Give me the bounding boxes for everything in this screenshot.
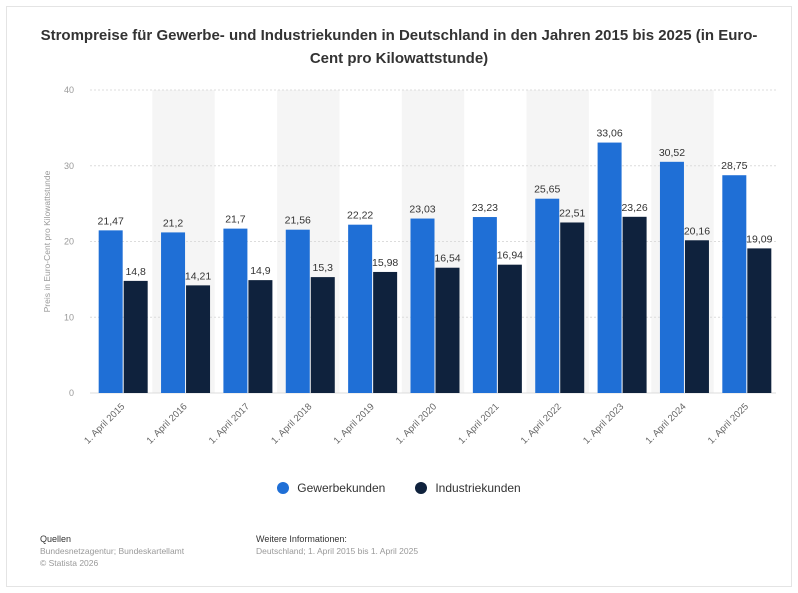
y-tick-label: 20 xyxy=(64,237,74,247)
x-tick-label: 1. April 2018 xyxy=(269,401,314,446)
bar-industriekunden xyxy=(684,240,709,393)
bar-gewerbekunden xyxy=(535,198,560,393)
data-label: 20,16 xyxy=(684,225,710,237)
data-label: 33,06 xyxy=(596,128,622,140)
data-label: 21,2 xyxy=(163,217,184,229)
bar-industriekunden xyxy=(747,248,772,393)
x-tick-label: 1. April 2015 xyxy=(82,401,127,446)
data-label: 22,22 xyxy=(347,210,373,222)
data-label: 16,94 xyxy=(497,250,523,262)
x-tick-label: 1. April 2020 xyxy=(394,401,439,446)
data-label: 23,23 xyxy=(472,202,498,214)
x-tick-label: 1. April 2022 xyxy=(519,401,564,446)
data-label: 15,98 xyxy=(372,257,398,269)
bar-gewerbekunden xyxy=(348,224,373,393)
legend-marker-industriekunden xyxy=(415,482,428,494)
data-label: 14,21 xyxy=(185,270,211,282)
legend-label-gewerbekunden: Gewerbekunden xyxy=(297,481,386,495)
sources-text: Bundesnetzagentur; Bundeskartellamt xyxy=(40,546,185,556)
x-tick-label: 1. April 2017 xyxy=(207,401,252,446)
x-tick-label: 1. April 2023 xyxy=(581,401,626,446)
data-label: 16,54 xyxy=(434,253,460,265)
bar-gewerbekunden xyxy=(722,175,747,393)
legend-item-gewerbekunden[interactable]: Gewerbekunden xyxy=(277,481,385,495)
bar-gewerbekunden xyxy=(597,142,622,393)
info-heading: Weitere Informationen: xyxy=(256,534,347,544)
bar-gewerbekunden xyxy=(98,230,123,393)
data-label: 30,52 xyxy=(659,147,685,159)
bar-gewerbekunden xyxy=(410,218,435,393)
y-axis-label: Preis in Euro-Cent pro Kilowattstunde xyxy=(42,170,52,312)
chart-title: Strompreise für Gewerbe- und Industrieku… xyxy=(40,27,758,67)
data-label: 25,65 xyxy=(534,184,560,196)
x-tick-label: 1. April 2016 xyxy=(145,401,190,446)
bar-industriekunden xyxy=(123,280,148,393)
data-label: 23,26 xyxy=(621,202,647,214)
copyright-text: © Statista 2026 xyxy=(40,558,99,568)
x-tick-label: 1. April 2021 xyxy=(456,401,501,446)
bar-industriekunden xyxy=(435,267,460,393)
data-label: 19,09 xyxy=(746,233,772,245)
legend-marker-gewerbekunden xyxy=(277,482,290,494)
bar-gewerbekunden xyxy=(659,161,684,393)
bar-gewerbekunden xyxy=(161,232,186,393)
y-tick-label: 10 xyxy=(64,312,74,322)
bar-industriekunden xyxy=(497,264,522,393)
data-label: 23,03 xyxy=(409,204,435,216)
y-tick-label: 30 xyxy=(64,161,74,171)
bar-industriekunden xyxy=(248,280,273,393)
data-label: 21,47 xyxy=(98,215,124,227)
legend-label-industriekunden: Industriekunden xyxy=(435,481,521,495)
bar-gewerbekunden xyxy=(472,217,497,393)
data-label: 22,51 xyxy=(559,207,585,219)
sources-block: Quellen Bundesnetzagentur; Bundeskartell… xyxy=(40,533,184,569)
bar-gewerbekunden xyxy=(285,229,310,393)
legend-item-industriekunden[interactable]: Industriekunden xyxy=(415,481,521,495)
bar-industriekunden xyxy=(186,285,211,393)
bar-industriekunden xyxy=(310,277,335,393)
bar-industriekunden xyxy=(560,222,585,393)
data-label: 14,9 xyxy=(250,265,271,277)
x-tick-label: 1. April 2024 xyxy=(643,401,688,446)
sources-heading: Quellen xyxy=(40,534,72,544)
bar-gewerbekunden xyxy=(223,228,248,393)
data-label: 21,7 xyxy=(225,214,246,226)
y-tick-label: 40 xyxy=(64,85,74,95)
bar-industriekunden xyxy=(373,271,398,393)
data-label: 28,75 xyxy=(721,160,747,172)
x-tick-label: 1. April 2025 xyxy=(706,401,751,446)
info-block: Weitere Informationen: Deutschland; 1. A… xyxy=(256,533,418,557)
x-tick-label: 1. April 2019 xyxy=(332,401,377,446)
info-text: Deutschland; 1. April 2015 bis 1. April … xyxy=(256,546,419,556)
y-tick-label: 0 xyxy=(69,388,74,398)
data-label: 14,8 xyxy=(125,266,146,278)
chart-legend: Gewerbekunden Industriekunden xyxy=(0,481,798,495)
data-label: 15,3 xyxy=(313,262,334,274)
data-label: 21,56 xyxy=(285,215,311,227)
bar-industriekunden xyxy=(622,216,647,393)
